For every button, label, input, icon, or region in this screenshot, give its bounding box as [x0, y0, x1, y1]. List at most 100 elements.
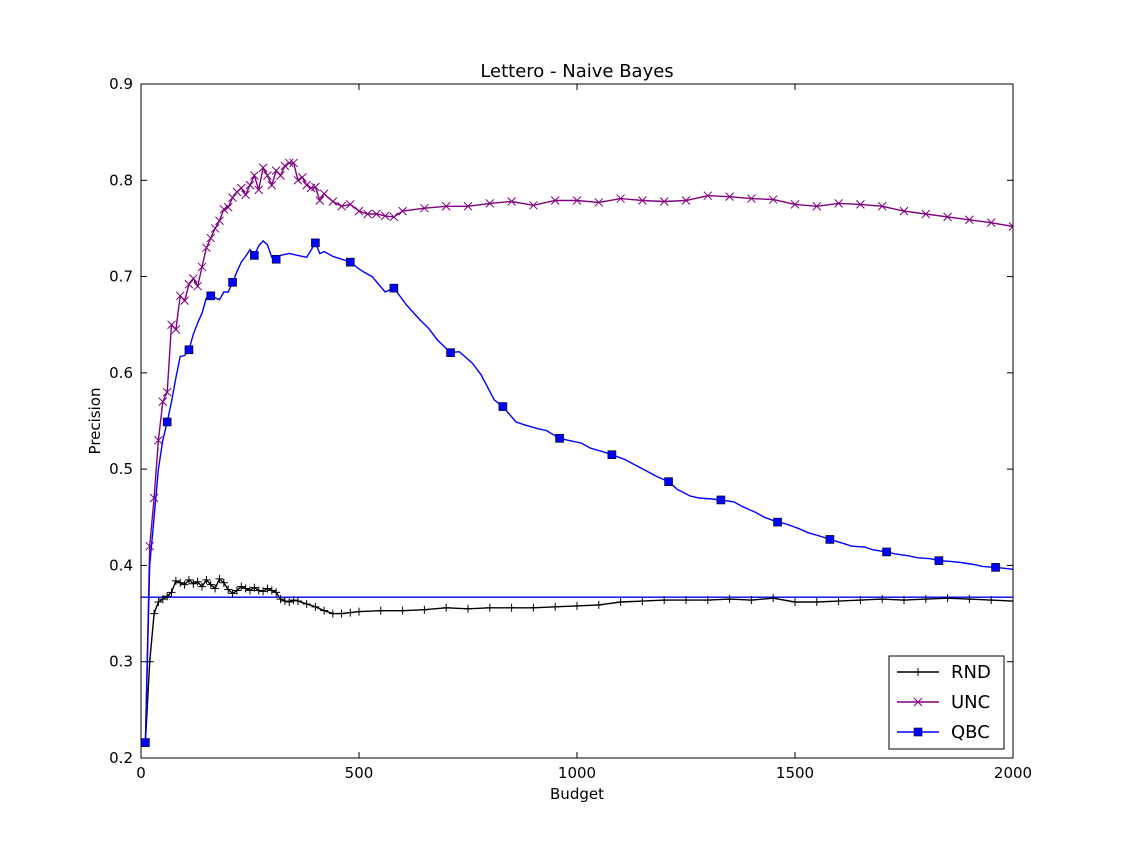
data-point-rnd [254, 586, 263, 595]
data-point-unc [681, 196, 691, 205]
data-point-rnd [703, 596, 712, 605]
data-point-unc [834, 199, 843, 208]
series-line-unc [144, 162, 1013, 743]
data-point-unc [241, 190, 250, 200]
data-point-unc [550, 196, 560, 205]
data-point-rnd [250, 583, 259, 592]
data-point-qbc [991, 563, 1000, 572]
legend-box [888, 655, 1005, 750]
data-point-unc [223, 202, 233, 212]
data-point-unc [659, 197, 669, 206]
data-point-rnd [154, 598, 163, 607]
data-point-rnd [176, 578, 185, 587]
data-point-unc [856, 200, 865, 209]
series-qbc [141, 238, 1013, 747]
data-point-qbc [345, 257, 355, 267]
data-point-unc [363, 209, 373, 219]
data-point-unc [441, 201, 451, 211]
legend-label-rnd: RND [951, 662, 991, 683]
data-point-rnd [302, 599, 311, 608]
data-point-qbc [882, 547, 891, 557]
data-point-unc [572, 196, 582, 205]
plot-area: 0 500 1000 1500 2000 0.2 0.3 0.4 0.5 0.6 0.7 0.8 0.9… [109, 75, 1032, 782]
data-point-rnd [158, 595, 167, 604]
data-point-rnd [289, 596, 298, 605]
data-point-unc [812, 201, 822, 211]
data-point-rnd [337, 609, 346, 618]
data-point-rnd [725, 595, 734, 604]
data-point-rnd [987, 596, 996, 605]
data-point-rnd [328, 609, 337, 618]
x-tick-label: 500 [345, 764, 374, 782]
data-point-unc [380, 211, 390, 221]
data-point-unc [768, 195, 778, 204]
y-tick-label: 0.3 [109, 653, 133, 671]
series-line-rnd [144, 577, 1013, 743]
data-point-unc [228, 193, 237, 202]
data-point-unc [965, 215, 974, 225]
data-point-rnd [573, 601, 581, 610]
data-point-rnd [263, 584, 272, 593]
data-point-unc [171, 325, 181, 334]
data-point-rnd [398, 606, 407, 615]
data-point-unc [345, 200, 355, 209]
data-point-unc [311, 182, 320, 192]
data-point-unc [215, 216, 224, 226]
data-point-unc [899, 206, 909, 216]
data-point-unc [236, 183, 246, 193]
data-point-rnd [812, 598, 821, 607]
data-point-rnd [246, 586, 254, 595]
series-unc [141, 158, 1013, 747]
data-point-rnd [228, 589, 237, 598]
data-point-rnd [900, 596, 908, 605]
data-point-unc [337, 201, 346, 211]
data-point-rnd [167, 588, 176, 597]
data-point-unc [594, 198, 604, 207]
data-point-unc [986, 218, 996, 228]
x-axis-title: Budget [550, 785, 604, 803]
data-point-unc [193, 281, 203, 291]
data-point-unc [354, 206, 364, 216]
data-point-unc [877, 201, 887, 211]
data-point-qbc [271, 254, 281, 264]
data-point-rnd [791, 598, 799, 607]
data-point-unc [280, 161, 290, 171]
y-tick-label: 0.7 [109, 268, 133, 286]
data-point-unc [258, 163, 268, 173]
data-point-rnd [943, 594, 952, 603]
data-point-unc [293, 175, 303, 185]
data-point-unc [297, 173, 307, 182]
data-point-rnd [206, 580, 215, 589]
data-point-unc [210, 224, 220, 233]
data-point-qbc [184, 345, 194, 355]
data-point-unc [250, 171, 259, 180]
data-point-unc [267, 180, 277, 190]
data-point-qbc [934, 556, 944, 565]
data-point-unc [263, 171, 272, 180]
data-point-rnd [293, 597, 302, 606]
data-point-unc [180, 296, 189, 305]
data-point-rnd [878, 595, 887, 604]
data-point-unc [507, 197, 516, 206]
data-point-rnd [485, 603, 494, 612]
data-point-qbc [825, 535, 835, 544]
legend-label-unc: UNC [951, 692, 990, 713]
data-point-rnd [219, 578, 228, 587]
data-point-unc [725, 192, 734, 202]
data-point-unc [703, 191, 713, 201]
data-point-unc [162, 387, 172, 397]
data-point-rnd [747, 596, 756, 605]
data-point-qbc [141, 738, 150, 747]
data-point-rnd [171, 576, 180, 585]
y-tick-label: 0.5 [109, 460, 133, 478]
data-point-rnd [638, 597, 647, 606]
data-point-rnd [280, 597, 289, 606]
data-point-rnd [267, 586, 276, 595]
data-point-unc [319, 189, 329, 199]
data-point-rnd [180, 580, 189, 589]
data-point-unc [747, 194, 756, 203]
data-point-rnd [921, 595, 930, 604]
axes-frame [140, 83, 1014, 759]
chart-title: Lettero - Naive Bayes [480, 61, 673, 82]
data-point-rnd [215, 574, 224, 583]
